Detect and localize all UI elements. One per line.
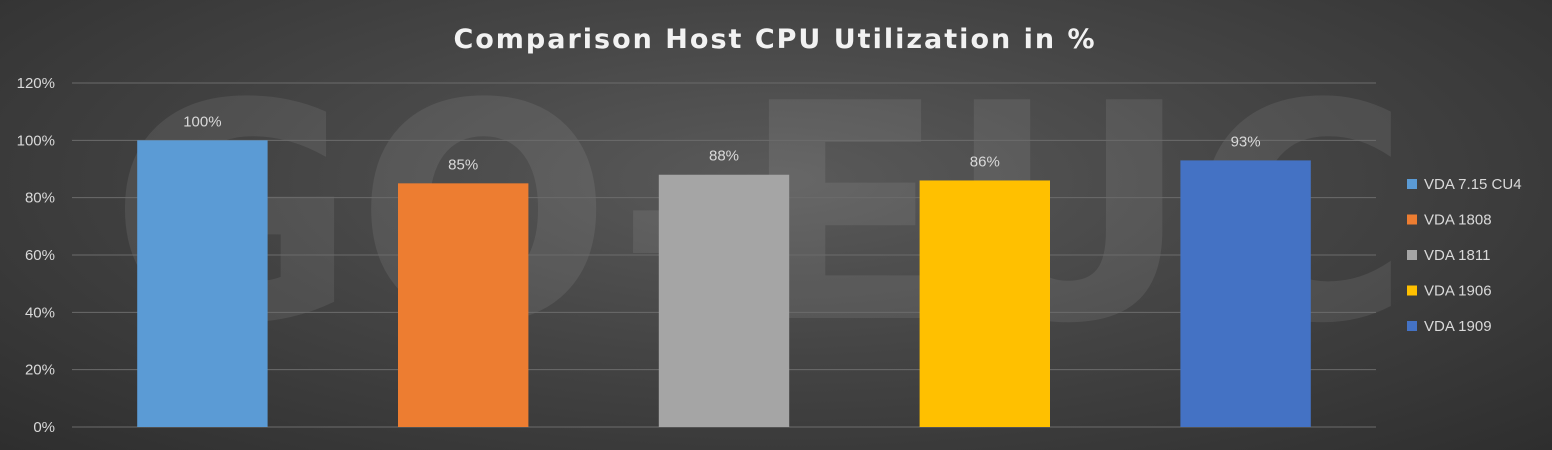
bar bbox=[137, 140, 268, 428]
legend-item: VDA 1909 bbox=[1424, 318, 1492, 335]
bar bbox=[919, 180, 1050, 427]
y-tick-label: 120% bbox=[17, 75, 55, 92]
legend-swatch bbox=[1407, 179, 1417, 189]
bar bbox=[1180, 160, 1311, 427]
data-label: 86% bbox=[970, 153, 1000, 170]
bars bbox=[137, 140, 1311, 428]
legend-swatch bbox=[1407, 285, 1417, 296]
y-tick-label: 40% bbox=[25, 304, 55, 321]
legend: VDA 7.15 CU4 VDA 1808 VDA 1811 VDA 1906 VDA … bbox=[1407, 176, 1522, 335]
legend-swatch bbox=[1407, 250, 1417, 260]
data-label: 85% bbox=[448, 156, 478, 173]
legend-item: VDA 7.15 CU4 bbox=[1424, 176, 1522, 193]
y-tick-label: 20% bbox=[25, 362, 55, 379]
data-labels: 100% 85% 88% 86% 93% bbox=[183, 113, 1260, 173]
data-label: 100% bbox=[183, 113, 221, 130]
y-axis: 0% 20% 40% 60% 80% 100% 120% bbox=[17, 75, 55, 436]
bar bbox=[658, 174, 790, 427]
legend-swatch bbox=[1407, 214, 1417, 225]
y-tick-label: 60% bbox=[25, 247, 55, 264]
data-label: 88% bbox=[709, 148, 739, 165]
bar bbox=[398, 183, 529, 427]
y-tick-label: 0% bbox=[33, 419, 55, 436]
y-tick-label: 100% bbox=[17, 132, 55, 149]
chart-title: Comparison Host CPU Utilization in % bbox=[453, 24, 1096, 55]
legend-item: VDA 1906 bbox=[1424, 283, 1492, 300]
data-label: 93% bbox=[1231, 133, 1261, 150]
legend-item: VDA 1811 bbox=[1424, 247, 1490, 264]
legend-item: VDA 1808 bbox=[1424, 212, 1492, 229]
legend-swatch bbox=[1407, 321, 1417, 331]
y-tick-label: 80% bbox=[25, 190, 55, 207]
